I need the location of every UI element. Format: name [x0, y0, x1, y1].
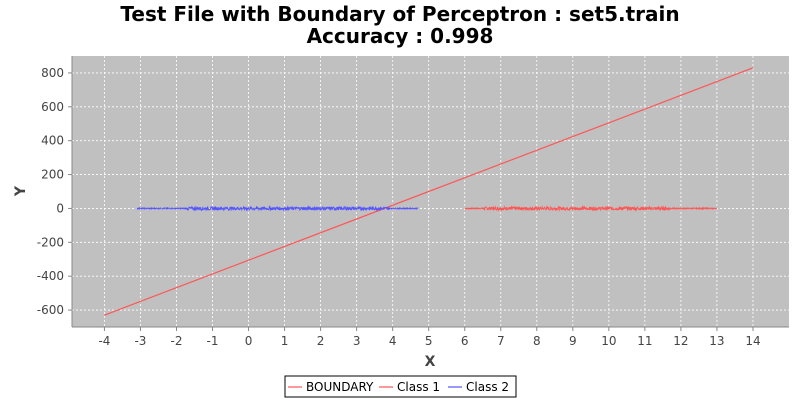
y-tick-label: 800 — [41, 66, 64, 80]
x-tick-label: 13 — [709, 334, 724, 348]
legend-label-class2: Class 2 — [466, 380, 509, 394]
x-tick-label: 2 — [317, 334, 325, 348]
legend-label-boundary: BOUNDARY — [306, 380, 374, 394]
x-tick-label: -1 — [207, 334, 219, 348]
x-tick-label: 6 — [461, 334, 469, 348]
y-tick-label: 600 — [41, 100, 64, 114]
x-axis-label: X — [425, 354, 436, 370]
x-tick-label: 0 — [245, 334, 253, 348]
y-tick-label: 200 — [41, 168, 64, 182]
grid — [72, 56, 789, 327]
x-tick-label: 11 — [637, 334, 652, 348]
x-tick-label: 5 — [425, 334, 433, 348]
x-tick-label: 14 — [745, 334, 760, 348]
y-axis-ticks: -600 -400 -200 0 200 400 600 800 — [37, 66, 72, 317]
x-tick-label: 12 — [673, 334, 688, 348]
chart-title: Test File with Boundary of Perceptron : … — [120, 2, 679, 26]
series-class1-line — [464, 205, 718, 212]
x-tick-label: -4 — [98, 334, 110, 348]
x-tick-label: 3 — [353, 334, 361, 348]
series-boundary-line — [104, 67, 754, 316]
legend: BOUNDARY Class 1 Class 2 — [284, 375, 517, 398]
x-tick-label: 4 — [389, 334, 397, 348]
x-tick-label: -3 — [134, 334, 146, 348]
legend-label-class1: Class 1 — [397, 380, 440, 394]
x-axis-ticks: -4 -3 -2 -1 0 1 2 3 4 5 6 7 8 9 10 11 12 13 14 — [98, 327, 761, 348]
y-tick-label: -400 — [37, 269, 64, 283]
x-tick-label: 10 — [601, 334, 616, 348]
x-tick-label: 1 — [281, 334, 289, 348]
y-axis-label: Y — [13, 185, 29, 197]
x-tick-label: 8 — [533, 334, 541, 348]
x-tick-label: 9 — [569, 334, 577, 348]
series-class2-line — [136, 205, 419, 212]
y-tick-label: 400 — [41, 134, 64, 148]
y-tick-label: -200 — [37, 235, 64, 249]
legend-box — [284, 375, 517, 398]
x-tick-label: 7 — [497, 334, 505, 348]
series-layer — [104, 67, 754, 316]
y-tick-label: -600 — [37, 303, 64, 317]
x-tick-label: -2 — [171, 334, 183, 348]
y-tick-label: 0 — [56, 201, 64, 215]
chart-subtitle: Accuracy : 0.998 — [307, 24, 494, 48]
